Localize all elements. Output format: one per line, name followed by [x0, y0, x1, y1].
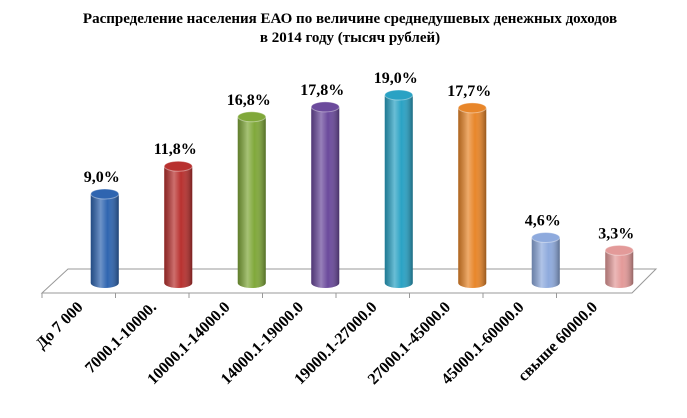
bar: [163, 160, 193, 288]
bar-top: [604, 244, 634, 256]
bar-top: [163, 160, 193, 172]
x-tick-label: До 7 000: [33, 299, 87, 353]
bar-top: [531, 231, 561, 243]
bar-shade: [458, 107, 487, 288]
bar: [90, 188, 120, 288]
bar: [237, 111, 267, 288]
bar-top: [310, 101, 340, 113]
bar: [384, 89, 414, 288]
bar-shade: [90, 193, 119, 288]
bar-shade: [531, 237, 560, 288]
value-label: 4,6%: [525, 212, 561, 229]
bar-top: [90, 188, 120, 200]
bar-top: [237, 111, 267, 123]
bar-shade: [237, 116, 266, 288]
value-label: 17,7%: [447, 83, 491, 100]
floor: [40, 268, 658, 294]
bar-shade: [164, 166, 193, 288]
bar-shade: [311, 106, 340, 288]
bar: [310, 101, 340, 288]
value-label: 19,0%: [374, 70, 418, 87]
x-tick-label: 7000.1-10000.: [82, 299, 160, 377]
value-label: 3,3%: [598, 225, 634, 242]
bar-shade: [605, 250, 634, 288]
value-label: 9,0%: [84, 169, 120, 186]
bar: [531, 231, 561, 288]
value-label: 16,8%: [227, 92, 271, 109]
value-label: 17,8%: [300, 82, 344, 99]
bar: [604, 244, 634, 288]
value-label: 11,8%: [154, 141, 197, 158]
chart-title: Распределение населения ЕАО по величине …: [82, 11, 618, 46]
bar: [457, 102, 487, 288]
bar-top: [384, 89, 414, 101]
bar-top: [457, 102, 487, 114]
bar-shade: [384, 95, 413, 288]
x-tick-label: свыше 60000.0: [515, 299, 601, 385]
